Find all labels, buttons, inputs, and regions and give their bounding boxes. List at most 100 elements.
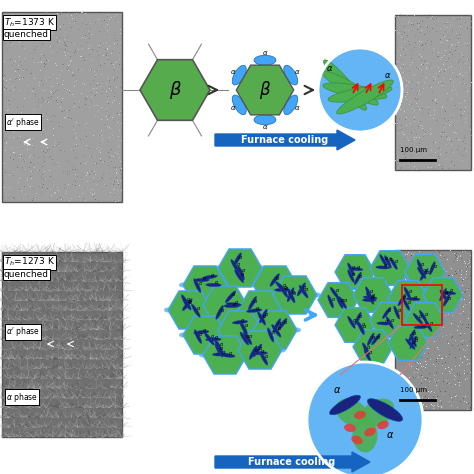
Ellipse shape [354, 411, 366, 419]
Ellipse shape [328, 295, 334, 308]
Ellipse shape [348, 270, 355, 283]
Ellipse shape [191, 281, 197, 289]
Text: $\alpha$: $\alpha$ [187, 298, 192, 305]
Text: $\alpha$: $\alpha$ [245, 333, 250, 340]
Polygon shape [238, 331, 282, 369]
Text: $\alpha$: $\alpha$ [199, 331, 203, 338]
Ellipse shape [297, 283, 306, 296]
Polygon shape [273, 276, 317, 314]
Ellipse shape [193, 330, 209, 334]
Text: $\alpha$: $\alpha$ [418, 313, 423, 320]
Ellipse shape [337, 80, 393, 114]
Ellipse shape [259, 309, 267, 323]
Ellipse shape [216, 305, 223, 319]
Ellipse shape [223, 332, 231, 337]
Ellipse shape [283, 326, 289, 334]
Ellipse shape [211, 301, 217, 309]
Text: $T_h$=1373 K: $T_h$=1373 K [4, 16, 55, 28]
Ellipse shape [212, 353, 228, 356]
Text: $\alpha$: $\alpha$ [397, 307, 402, 314]
Text: $\alpha$: $\alpha$ [421, 322, 427, 328]
Text: $\alpha$: $\alpha$ [202, 274, 207, 282]
Ellipse shape [202, 275, 217, 279]
Text: $\alpha$: $\alpha$ [351, 264, 356, 271]
Ellipse shape [249, 283, 257, 288]
Text: $\alpha$: $\alpha$ [449, 287, 455, 294]
Text: $\alpha$: $\alpha$ [254, 347, 259, 354]
Polygon shape [353, 278, 393, 312]
Text: $\alpha$: $\alpha$ [219, 341, 224, 348]
Ellipse shape [406, 298, 420, 301]
Polygon shape [388, 326, 428, 360]
Polygon shape [168, 291, 212, 329]
Ellipse shape [406, 339, 415, 349]
Text: $\beta$: $\beta$ [169, 79, 182, 101]
Ellipse shape [420, 269, 428, 281]
Ellipse shape [226, 302, 241, 306]
Ellipse shape [208, 308, 216, 312]
Ellipse shape [443, 294, 450, 306]
Ellipse shape [425, 319, 432, 332]
Text: 100 μm: 100 μm [400, 147, 427, 153]
Ellipse shape [410, 334, 416, 347]
Ellipse shape [226, 326, 232, 334]
Circle shape [318, 48, 402, 132]
Ellipse shape [198, 306, 204, 314]
Ellipse shape [240, 332, 249, 345]
Polygon shape [335, 308, 375, 342]
Text: $\alpha$: $\alpha$ [219, 345, 224, 352]
Ellipse shape [442, 292, 456, 294]
Ellipse shape [363, 296, 377, 299]
Ellipse shape [243, 302, 251, 308]
Ellipse shape [204, 333, 214, 345]
Ellipse shape [398, 294, 406, 306]
Text: $\alpha$: $\alpha$ [234, 299, 239, 306]
Ellipse shape [322, 71, 378, 105]
Ellipse shape [239, 321, 247, 335]
Polygon shape [203, 336, 247, 374]
Ellipse shape [211, 351, 217, 359]
Ellipse shape [372, 334, 380, 345]
Ellipse shape [303, 292, 309, 299]
Ellipse shape [337, 296, 343, 309]
Text: $\alpha$: $\alpha$ [240, 271, 245, 278]
Text: $\alpha$: $\alpha$ [361, 321, 366, 328]
Ellipse shape [233, 301, 239, 309]
Ellipse shape [268, 346, 274, 354]
Ellipse shape [206, 338, 221, 341]
Text: $\alpha$: $\alpha$ [352, 317, 357, 324]
Ellipse shape [179, 332, 187, 337]
Ellipse shape [376, 266, 390, 269]
Ellipse shape [213, 281, 219, 289]
Ellipse shape [215, 343, 223, 357]
Ellipse shape [225, 291, 236, 302]
Ellipse shape [254, 115, 276, 125]
Ellipse shape [277, 319, 287, 331]
Ellipse shape [261, 281, 267, 289]
Text: $\alpha$: $\alpha$ [394, 258, 399, 265]
Ellipse shape [252, 352, 267, 355]
Ellipse shape [257, 312, 266, 325]
Text: Furnace cooling: Furnace cooling [248, 457, 336, 467]
Text: $\alpha$: $\alpha$ [210, 272, 215, 279]
Ellipse shape [261, 326, 267, 334]
Ellipse shape [191, 331, 197, 339]
Ellipse shape [323, 83, 387, 99]
Ellipse shape [261, 326, 267, 334]
Ellipse shape [383, 307, 391, 319]
Polygon shape [238, 291, 282, 329]
Ellipse shape [366, 292, 374, 304]
Text: $\alpha$: $\alpha$ [370, 295, 375, 301]
Text: $\alpha$: $\alpha$ [376, 334, 382, 341]
Ellipse shape [268, 306, 274, 314]
Ellipse shape [214, 328, 222, 332]
Ellipse shape [274, 288, 290, 292]
Bar [395, 15, 471, 170]
Ellipse shape [276, 282, 286, 293]
Ellipse shape [269, 292, 277, 298]
Ellipse shape [347, 263, 355, 275]
Ellipse shape [281, 292, 287, 299]
Ellipse shape [233, 351, 239, 359]
Text: $\alpha$: $\alpha$ [202, 327, 207, 334]
Circle shape [307, 362, 423, 474]
